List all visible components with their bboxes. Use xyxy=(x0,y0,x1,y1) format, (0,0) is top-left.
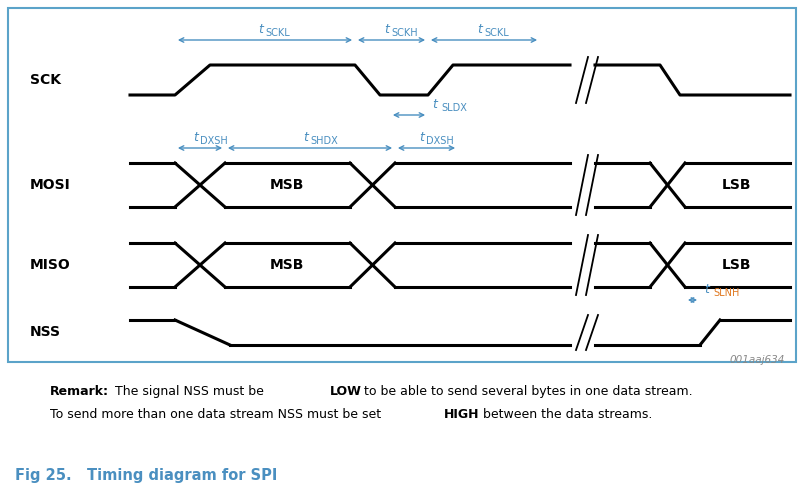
Text: SCKH: SCKH xyxy=(391,28,418,38)
Text: t: t xyxy=(258,23,263,36)
Bar xyxy=(8,8,795,362)
Text: LSB: LSB xyxy=(721,258,751,272)
Text: MISO: MISO xyxy=(30,258,71,272)
Text: MSB: MSB xyxy=(270,178,304,192)
Text: SCKL: SCKL xyxy=(265,28,289,38)
Text: between the data streams.: between the data streams. xyxy=(479,408,651,421)
Text: to be able to send several bytes in one data stream.: to be able to send several bytes in one … xyxy=(360,385,691,398)
Text: To send more than one data stream NSS must be set: To send more than one data stream NSS mu… xyxy=(50,408,385,421)
Text: Remark:: Remark: xyxy=(50,385,109,398)
Text: t: t xyxy=(384,23,389,36)
Text: DXSH: DXSH xyxy=(200,136,227,146)
Text: SHDX: SHDX xyxy=(310,136,337,146)
Text: t: t xyxy=(303,131,308,144)
Text: SLNH: SLNH xyxy=(712,288,739,298)
Text: LOW: LOW xyxy=(329,385,361,398)
Text: NSS: NSS xyxy=(30,326,61,339)
Text: DXSH: DXSH xyxy=(426,136,454,146)
Text: SLDX: SLDX xyxy=(441,103,467,113)
Text: 001aaj634: 001aaj634 xyxy=(728,355,784,365)
Text: LSB: LSB xyxy=(721,178,751,192)
Text: SCK: SCK xyxy=(30,73,61,87)
Text: SCKL: SCKL xyxy=(483,28,508,38)
Text: t: t xyxy=(431,98,436,111)
Text: MSB: MSB xyxy=(270,258,304,272)
Text: t: t xyxy=(193,131,198,144)
Text: Fig 25.   Timing diagram for SPI: Fig 25. Timing diagram for SPI xyxy=(15,468,277,483)
Text: t: t xyxy=(419,131,424,144)
Text: HIGH: HIGH xyxy=(443,408,479,421)
Text: t: t xyxy=(703,283,708,296)
Text: MOSI: MOSI xyxy=(30,178,71,192)
Text: The signal NSS must be: The signal NSS must be xyxy=(115,385,267,398)
Text: t: t xyxy=(476,23,482,36)
